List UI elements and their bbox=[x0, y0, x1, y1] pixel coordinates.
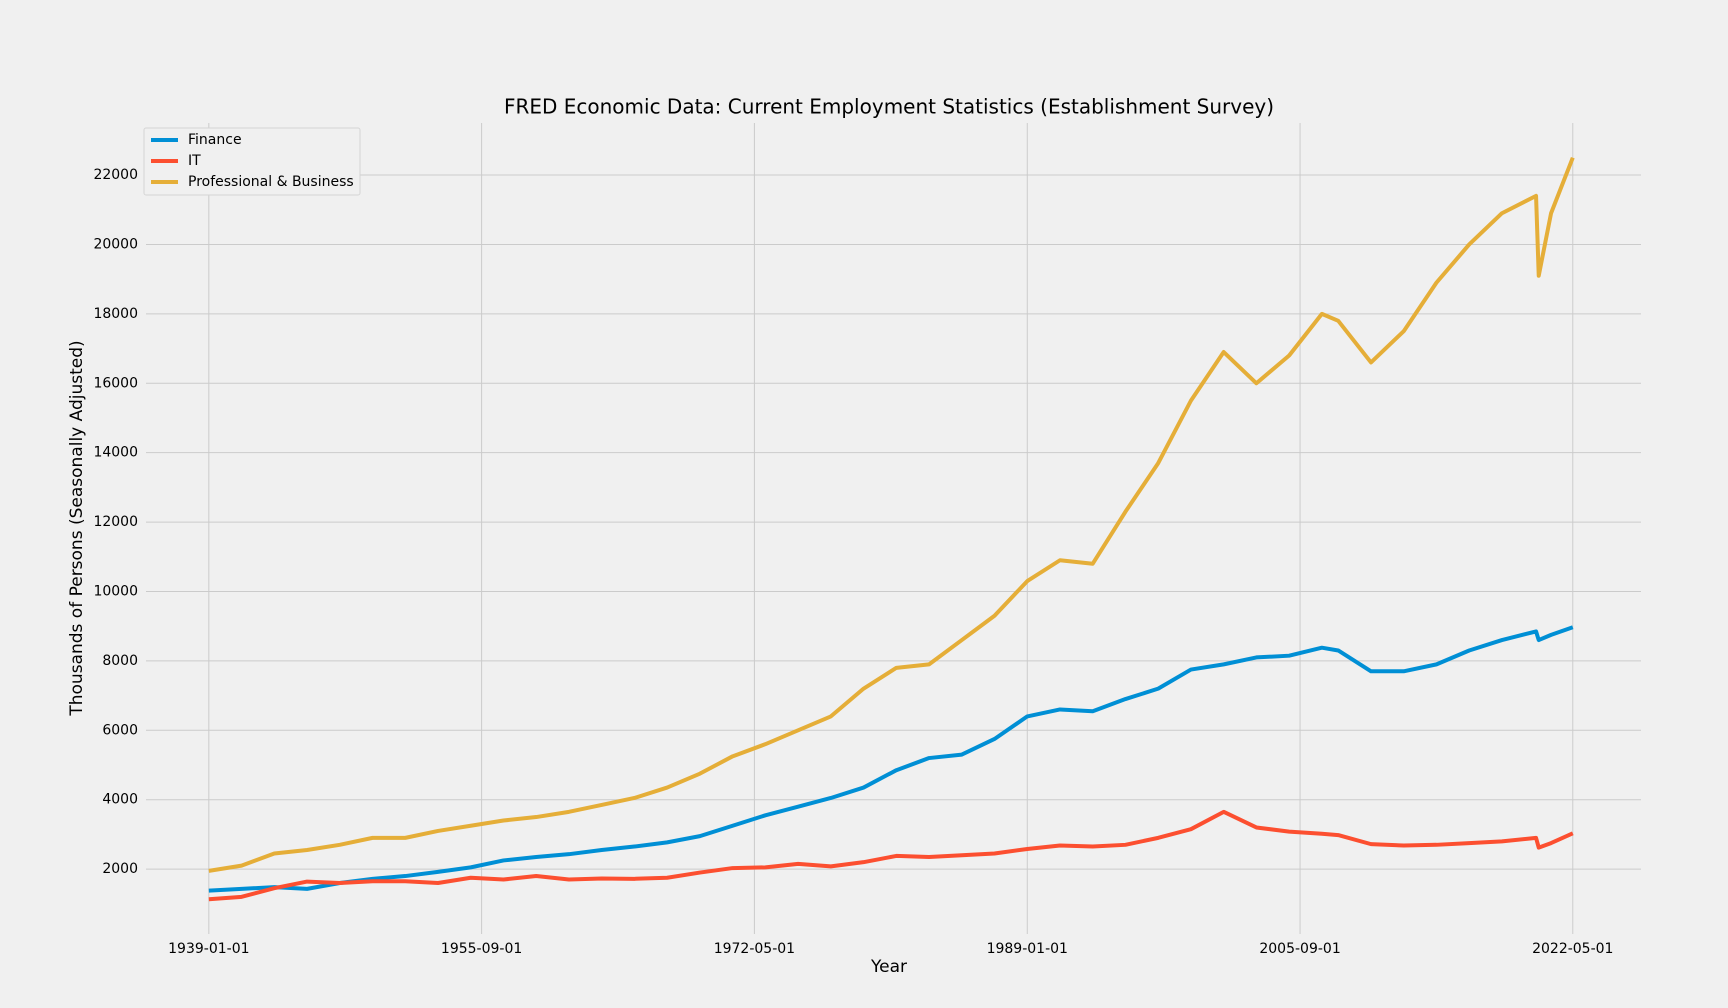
y-tick-label: 12000 bbox=[93, 514, 138, 530]
y-tick-label: 18000 bbox=[93, 306, 138, 322]
legend: Finance IT Professional & Business bbox=[143, 127, 361, 196]
legend-label: IT bbox=[188, 153, 201, 169]
legend-label: Finance bbox=[188, 132, 242, 148]
x-tick-label: 2005-09-01 bbox=[1259, 941, 1340, 957]
line-series bbox=[208, 809, 1574, 902]
y-tick-label: 2000 bbox=[102, 861, 138, 877]
y-tick-label: 14000 bbox=[93, 445, 138, 461]
chart-title: FRED Economic Data: Current Employment S… bbox=[504, 95, 1274, 119]
y-tick-label: 16000 bbox=[93, 375, 138, 391]
y-tick-label: 20000 bbox=[93, 236, 138, 252]
x-tick-label: 1972-05-01 bbox=[714, 941, 795, 957]
y-tick-label: 10000 bbox=[93, 583, 138, 599]
x-tick-label: 1989-01-01 bbox=[987, 941, 1068, 957]
y-tick-label: 4000 bbox=[102, 792, 138, 808]
y-tick-label: 22000 bbox=[93, 167, 138, 183]
y-tick-label: 8000 bbox=[102, 653, 138, 669]
line-series bbox=[208, 625, 1574, 893]
line-series bbox=[208, 156, 1575, 873]
x-tick-label: 1955-09-01 bbox=[441, 941, 522, 957]
x-tick-label: 1939-01-01 bbox=[168, 941, 249, 957]
y-tick-label: 6000 bbox=[102, 722, 138, 738]
x-tick-label: 2022-05-01 bbox=[1532, 941, 1613, 957]
legend-label: Professional & Business bbox=[188, 174, 354, 190]
legend-box bbox=[143, 127, 361, 196]
y-axis-label: Thousands of Persons (Seasonally Adjuste… bbox=[67, 340, 87, 716]
x-axis-label: Year bbox=[870, 957, 907, 977]
